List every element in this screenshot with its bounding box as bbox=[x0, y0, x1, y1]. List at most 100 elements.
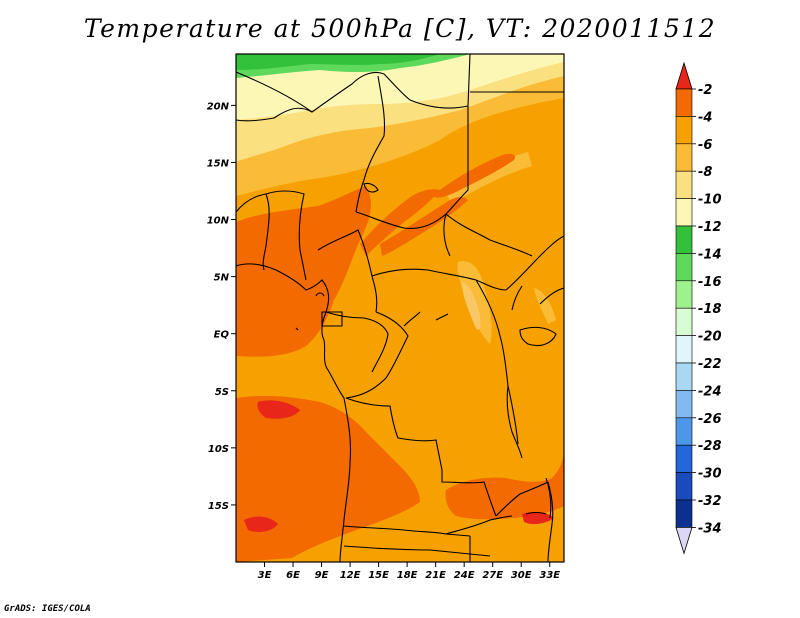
colorbar-swatch bbox=[675, 417, 693, 446]
field-sahel-red-tongue bbox=[360, 189, 440, 256]
lon-tick-label: 6E bbox=[286, 570, 300, 581]
colorbar-swatch bbox=[675, 362, 693, 391]
colorbar-swatch bbox=[675, 390, 693, 419]
lon-tick-label: 18E bbox=[397, 570, 418, 581]
field-east-red-tongue bbox=[432, 153, 516, 198]
colorbar-label: -8 bbox=[698, 165, 712, 180]
colorbar-swatch bbox=[675, 198, 693, 227]
colorbar-label: -34 bbox=[698, 521, 722, 536]
colorbar-swatch bbox=[675, 143, 693, 172]
map-frame bbox=[235, 53, 565, 563]
field-south-red-patch bbox=[244, 516, 278, 532]
lon-tick-label: 15E bbox=[368, 570, 389, 581]
border-chad-car bbox=[355, 211, 447, 230]
colorbar-label: -12 bbox=[698, 220, 722, 235]
lon-tick-label: 33E bbox=[539, 570, 560, 581]
border-benin bbox=[265, 190, 307, 281]
lon-tick-label: 9E bbox=[315, 570, 329, 581]
bioko bbox=[315, 292, 325, 297]
colorbar-swatch bbox=[675, 335, 693, 364]
credit-label: GrADS: IGES/COLA bbox=[4, 604, 91, 614]
border-congo-drc bbox=[345, 311, 409, 399]
coast-west-africa bbox=[236, 263, 352, 562]
field-lake-red-patch bbox=[522, 511, 554, 525]
border-sudan-ss bbox=[445, 213, 533, 257]
border-car-drc bbox=[371, 268, 507, 291]
colorbar-swatch bbox=[675, 444, 693, 473]
lake-chad bbox=[363, 182, 379, 193]
colorbar-label: -26 bbox=[698, 412, 722, 427]
chart-title: Temperature at 500hPa [C], VT: 202001151… bbox=[83, 14, 717, 43]
colorbar-swatch bbox=[675, 116, 693, 145]
field-band-green bbox=[236, 54, 440, 70]
lon-tick-label: 30E bbox=[511, 570, 532, 581]
field-southeast-red-region bbox=[445, 448, 564, 520]
field-west-red-region bbox=[236, 186, 371, 357]
colorbar-label: -16 bbox=[698, 275, 722, 290]
lake-tanganyika bbox=[506, 385, 523, 459]
border-zambia-zimbabwe bbox=[445, 515, 513, 535]
lon-tick-label: 24E bbox=[454, 570, 475, 581]
country-borders bbox=[236, 54, 564, 562]
border-mali-niger bbox=[236, 107, 313, 122]
lat-tick-label: 10S bbox=[208, 444, 229, 455]
lon-tick-label: 3E bbox=[258, 570, 272, 581]
color-legend: -2 -4 -6 -8 -10 -12 -14 -16 -18 -20 -22 -24 -26 -28 -3… bbox=[675, 61, 722, 555]
lat-tick-label: 10N bbox=[207, 216, 230, 227]
temperature-field bbox=[236, 54, 564, 562]
colorbar-label: -10 bbox=[698, 193, 722, 208]
colorbar-label: -30 bbox=[698, 467, 722, 482]
colorbar-label: -24 bbox=[698, 384, 722, 399]
border-nigeria-west bbox=[236, 193, 270, 271]
border-angola-namibia bbox=[343, 525, 471, 537]
colorbar-top-arrow bbox=[675, 61, 693, 90]
border-gabon-congo bbox=[325, 311, 389, 373]
colorbar-label: -18 bbox=[698, 302, 722, 317]
river-congo bbox=[403, 311, 421, 327]
colorbar-label: -14 bbox=[698, 247, 722, 262]
border-zambia-east bbox=[495, 481, 549, 517]
border-drc-angola bbox=[345, 397, 443, 471]
colorbar-swatch bbox=[675, 88, 693, 117]
lat-tick-label: 5S bbox=[215, 387, 229, 398]
field-southwest-red-region bbox=[236, 395, 420, 562]
lake-victoria bbox=[519, 326, 557, 347]
field-central-plume-core bbox=[462, 282, 481, 330]
colorbar-swatch bbox=[675, 225, 693, 254]
colorbar-label: -28 bbox=[698, 439, 722, 454]
colorbar-bottom-arrow bbox=[675, 527, 693, 555]
border-ethiopia bbox=[505, 235, 564, 291]
lon-tick-label: 21E bbox=[425, 570, 446, 581]
lat-tick-label: 15N bbox=[207, 158, 230, 169]
sao-tome bbox=[295, 327, 299, 331]
colorbar-swatch bbox=[675, 280, 693, 309]
border-sahara-north bbox=[236, 54, 471, 113]
colorbar-label: -4 bbox=[698, 110, 712, 125]
colorbar-swatch bbox=[675, 170, 693, 199]
field-east-plume bbox=[534, 288, 556, 324]
lake-malawi bbox=[545, 477, 552, 519]
colorbar-label: -2 bbox=[698, 83, 712, 98]
border-drc-east bbox=[475, 279, 519, 445]
lake-albert bbox=[511, 285, 523, 311]
colorbar-label: -32 bbox=[698, 494, 722, 509]
colorbar-label: -22 bbox=[698, 357, 722, 372]
river-drc-inner bbox=[435, 313, 449, 321]
lat-tick-label: 20N bbox=[207, 101, 230, 112]
equatorial-guinea bbox=[321, 311, 343, 327]
lon-tick-label: 27E bbox=[482, 570, 503, 581]
border-angola-zambia bbox=[441, 470, 497, 517]
southern-border bbox=[343, 545, 491, 557]
lat-tick-label: 5N bbox=[214, 273, 230, 284]
field-band-cream bbox=[236, 54, 564, 120]
border-niger-chad bbox=[355, 75, 386, 213]
lon-tick-label: 12E bbox=[340, 570, 361, 581]
colorbar-label: -6 bbox=[698, 138, 712, 153]
field-southwest-bright-patch bbox=[257, 400, 300, 419]
colorbar-swatch bbox=[675, 472, 693, 501]
colorbar-swatch bbox=[675, 253, 693, 282]
border-nigeria-cameroon bbox=[317, 229, 378, 313]
colorbar-label: -20 bbox=[698, 330, 722, 345]
colorbar-swatch bbox=[675, 499, 693, 528]
